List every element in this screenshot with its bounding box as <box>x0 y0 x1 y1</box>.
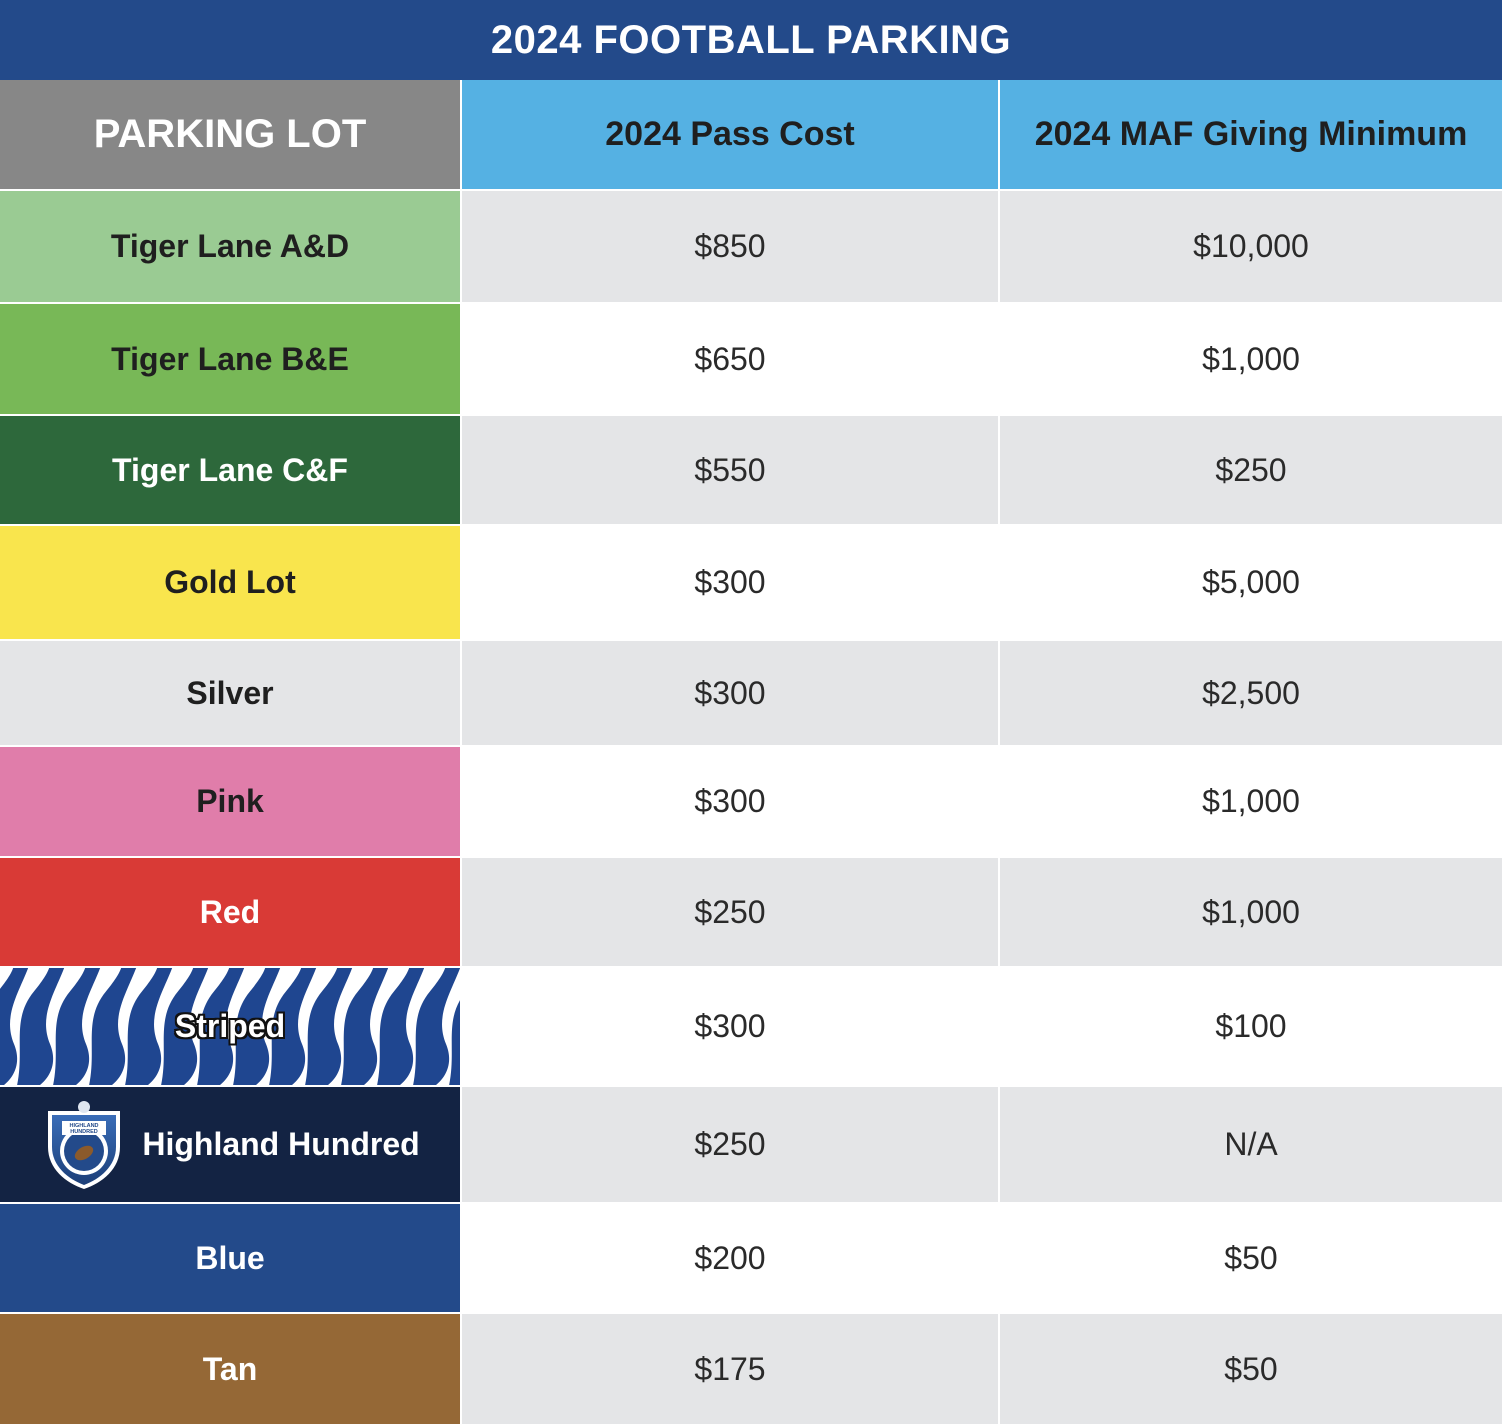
pass-cost-cell: $300 <box>462 747 998 856</box>
zebra-stripe <box>377 968 425 1085</box>
maf-minimum-cell: N/A <box>1000 1087 1502 1202</box>
zebra-stripe <box>53 968 101 1085</box>
lot-cell: Tiger Lane B&E <box>0 304 460 414</box>
pass-cost-cell: $550 <box>462 416 998 524</box>
lot-cell: Pink <box>0 747 460 856</box>
maf-minimum-cell: $10,000 <box>1000 191 1502 302</box>
logo-text-line2: HUNDRED <box>71 1129 99 1135</box>
lot-cell: HIGHLAND HUNDRED Highland Hundred <box>0 1087 460 1202</box>
maf-minimum-cell: $100 <box>1000 968 1502 1085</box>
lot-cell: Gold Lot <box>0 526 460 639</box>
lot-label: Highland Hundred <box>142 1126 420 1162</box>
maf-minimum-cell: $50 <box>1000 1204 1502 1312</box>
zebra-stripe <box>341 968 389 1085</box>
lot-label: Red <box>199 893 261 930</box>
lot-label: Blue <box>195 1239 265 1276</box>
maf-minimum-cell: $1,000 <box>1000 747 1502 856</box>
zebra-stripe-pattern <box>0 968 460 1085</box>
lot-cell: Tiger Lane C&F <box>0 416 460 524</box>
zebra-stripe <box>161 968 209 1085</box>
pass-cost-cell: $850 <box>462 191 998 302</box>
maf-minimum-cell: $5,000 <box>1000 526 1502 639</box>
maf-minimum-cell: $250 <box>1000 416 1502 524</box>
pass-cost-cell: $300 <box>462 641 998 745</box>
maf-minimum-cell: $1,000 <box>1000 304 1502 414</box>
maf-minimum-cell: $2,500 <box>1000 641 1502 745</box>
pass-cost-cell: $300 <box>462 526 998 639</box>
zebra-stripe <box>89 968 137 1085</box>
pass-cost-cell: $175 <box>462 1314 998 1424</box>
lot-label: Tan <box>202 1350 258 1387</box>
pass-cost-cell: $650 <box>462 304 998 414</box>
page-title: 2024 FOOTBALL PARKING <box>0 0 1502 80</box>
logo-text-line1: HIGHLAND <box>70 1123 99 1129</box>
pass-cost-cell: $300 <box>462 968 998 1085</box>
zebra-stripe <box>233 968 281 1085</box>
lot-label: Striped <box>174 1008 286 1044</box>
pass-cost-cell: $250 <box>462 1087 998 1202</box>
zebra-stripe <box>0 968 29 1085</box>
lot-label: Silver <box>186 674 274 711</box>
lot-cell: Blue <box>0 1204 460 1312</box>
maf-minimum-cell: $1,000 <box>1000 858 1502 966</box>
lot-cell: Tan <box>0 1314 460 1424</box>
parking-table: PARKING LOT 2024 Pass Cost 2024 MAF Givi… <box>0 80 1502 1424</box>
lot-label: Tiger Lane A&D <box>110 228 350 264</box>
zebra-stripe <box>413 968 460 1085</box>
lot-label: Gold Lot <box>164 564 296 600</box>
lot-label: Tiger Lane C&F <box>112 451 348 488</box>
zebra-stripe <box>269 968 317 1085</box>
zebra-stripe <box>197 968 245 1085</box>
lot-cell: Striped <box>0 968 460 1085</box>
zebra-stripe <box>125 968 173 1085</box>
lot-cell: Silver <box>0 641 460 745</box>
pass-cost-cell: $250 <box>462 858 998 966</box>
highland-hundred-group: HIGHLAND HUNDRED Highland Hundred <box>40 1099 420 1191</box>
header-parking-lot: PARKING LOT <box>0 80 460 189</box>
maf-minimum-cell: $50 <box>1000 1314 1502 1424</box>
zebra-stripe <box>449 1000 460 1085</box>
lot-label: Tiger Lane B&E <box>111 340 349 377</box>
zebra-stripe <box>305 968 353 1085</box>
pass-cost-cell: $200 <box>462 1204 998 1312</box>
zebra-stripe <box>17 968 65 1085</box>
lot-cell: Tiger Lane A&D <box>0 191 460 302</box>
header-pass-cost: 2024 Pass Cost <box>462 80 998 189</box>
lot-cell: Red <box>0 858 460 966</box>
lot-label: Pink <box>196 783 264 819</box>
header-maf-minimum: 2024 MAF Giving Minimum <box>1000 80 1502 189</box>
